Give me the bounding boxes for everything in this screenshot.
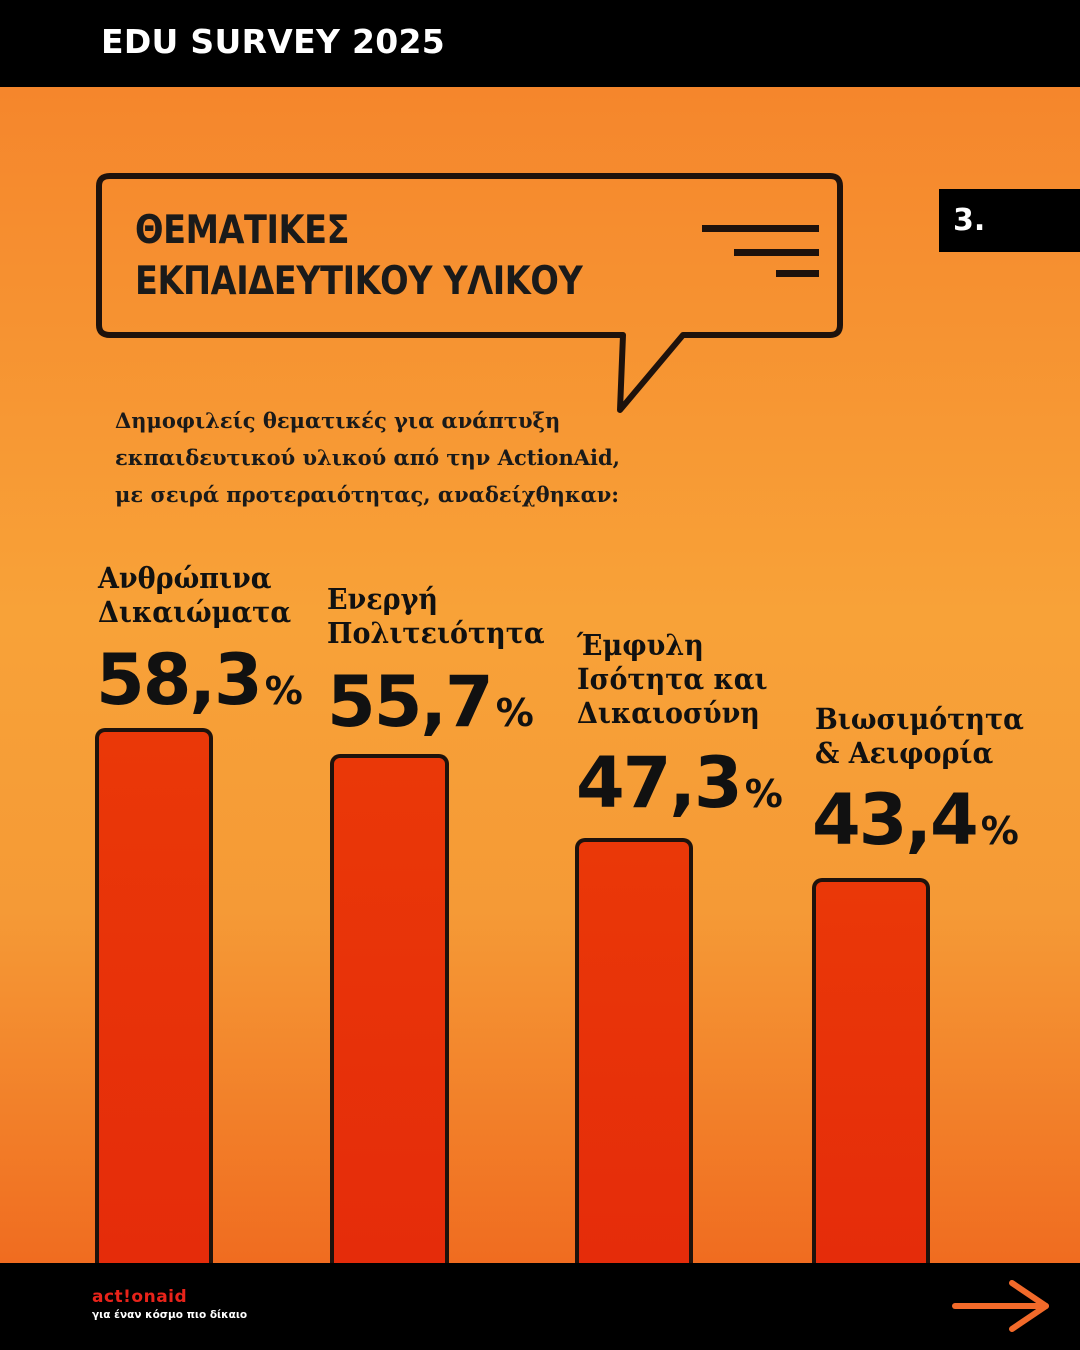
- bar-human-rights: [95, 728, 213, 1263]
- bar-gender-equality: [575, 838, 693, 1263]
- value-label: 47,3%: [576, 742, 783, 824]
- page-number-badge: 3.: [939, 189, 1080, 252]
- category-label: Ενεργή Πολιτειότητα: [327, 582, 545, 650]
- footer-bar: [0, 1263, 1080, 1350]
- category-label: Βιωσιμότητα & Αειφορία: [815, 702, 1024, 770]
- text-lines-icon: [702, 225, 819, 277]
- chart-title: ΘΕΜΑΤΙΚΕΣ ΕΚΠΑΙΔΕΥΤΙΚΟΥ ΥΛΙΚΟΥ: [135, 208, 583, 304]
- value-label: 58,3%: [96, 639, 303, 721]
- category-label: Έμφυλη Ισότητα και Δικαιοσύνη: [577, 628, 768, 730]
- bar-active-citizenship: [330, 754, 449, 1263]
- actionaid-logo: act!onaid: [92, 1287, 188, 1307]
- value-label: 55,7%: [327, 661, 534, 743]
- intro-text: Δημοφιλείς θεματικές για ανάπτυξη εκπαιδ…: [115, 408, 620, 507]
- bar-sustainability: [812, 878, 930, 1263]
- category-label: Ανθρώπινα Δικαιώματα: [98, 561, 292, 629]
- tagline: για έναν κόσμο πιο δίκαιο: [92, 1309, 248, 1321]
- speech-bubble: [96, 173, 843, 413]
- value-label: 43,4%: [812, 779, 1019, 861]
- arrow-right-icon[interactable]: [950, 1278, 1055, 1338]
- header-bar: EDU SURVEY 2025: [0, 0, 1080, 87]
- header-title: EDU SURVEY 2025: [101, 22, 446, 61]
